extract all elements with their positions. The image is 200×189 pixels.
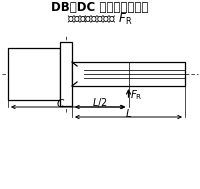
Text: 轴伸许用径向载荷 $F_{\mathrm{R}}$: 轴伸许用径向载荷 $F_{\mathrm{R}}$	[67, 12, 133, 27]
Text: $F_{\mathrm{R}}$: $F_{\mathrm{R}}$	[130, 88, 143, 102]
Text: $C$: $C$	[56, 97, 65, 109]
Bar	[60, 42, 72, 106]
Text: DB、DC 型减速器输出轴: DB、DC 型减速器输出轴	[51, 1, 149, 14]
Text: $L/2$: $L/2$	[92, 96, 108, 109]
Bar	[8, 48, 60, 100]
Text: $L$: $L$	[125, 107, 132, 119]
Bar	[72, 62, 185, 86]
